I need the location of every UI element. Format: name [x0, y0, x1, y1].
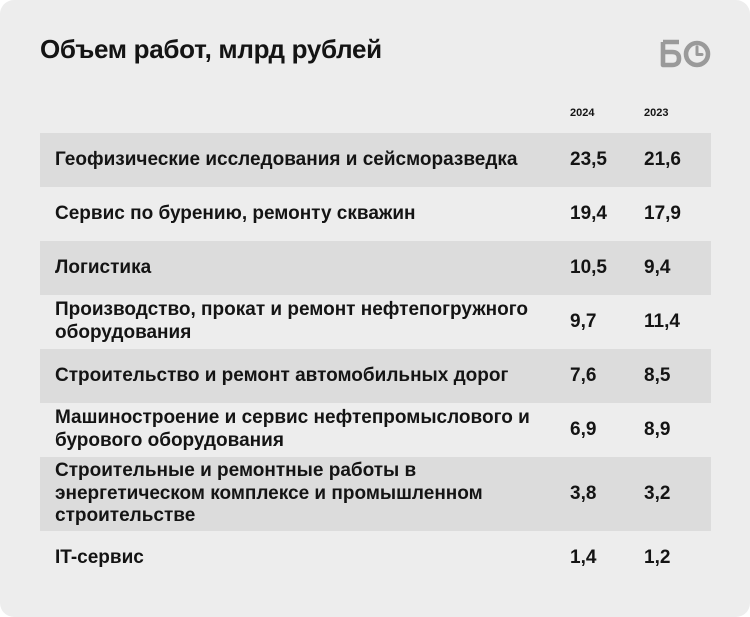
value-2023: 21,6	[644, 149, 681, 170]
value-2024: 23,5	[570, 149, 607, 170]
row-label: Логистика	[55, 256, 152, 278]
table-row: Логистика 10,5 9,4	[40, 241, 711, 295]
row-label: Машиностроение и сервис нефтепромысловог…	[55, 407, 530, 451]
table-row: Машиностроение и сервис нефтепромысловог…	[40, 403, 711, 457]
value-2024: 19,4	[570, 203, 607, 224]
row-label: Сервис по бурению, ремонту скважин	[55, 202, 416, 224]
table-row: Производство, прокат и ремонт нефтепогру…	[40, 295, 711, 349]
column-header-2024: 2024	[570, 107, 595, 119]
value-2023: 1,2	[644, 547, 671, 568]
bo-logo: БО	[660, 39, 711, 68]
value-2024: 10,5	[570, 257, 607, 278]
row-label: Производство, прокат и ремонт нефтепогру…	[55, 299, 529, 343]
value-2024: 1,4	[570, 547, 597, 568]
table-row: Геофизические исследования и сейсморазве…	[40, 133, 711, 187]
value-2024: 9,7	[570, 311, 597, 332]
value-2024: 3,8	[570, 483, 597, 504]
table-row: IT-сервис 1,4 1,2	[40, 531, 711, 585]
value-2023: 9,4	[644, 257, 671, 278]
value-2024: 6,9	[570, 419, 597, 440]
table-row: Строительные и ремонтные работы в энерге…	[40, 457, 711, 531]
row-label: Строительство и ремонт автомобильных дор…	[55, 364, 509, 386]
value-2023: 8,5	[644, 365, 671, 386]
value-2023: 8,9	[644, 419, 671, 440]
row-label: Строительные и ремонтные работы в энерге…	[55, 459, 483, 527]
row-label: Геофизические исследования и сейсморазве…	[55, 148, 518, 170]
column-header-2023: 2023	[644, 107, 669, 119]
value-2024: 7,6	[570, 365, 597, 386]
row-label: IT-сервис	[55, 546, 144, 568]
value-2023: 3,2	[644, 483, 671, 504]
page-title: Объем работ, млрд рублей	[40, 34, 382, 64]
value-2023: 17,9	[644, 203, 681, 224]
table-row: Строительство и ремонт автомобильных дор…	[40, 349, 711, 403]
table-row: Сервис по бурению, ремонту скважин 19,4 17…	[40, 187, 711, 241]
value-2023: 11,4	[644, 311, 680, 332]
